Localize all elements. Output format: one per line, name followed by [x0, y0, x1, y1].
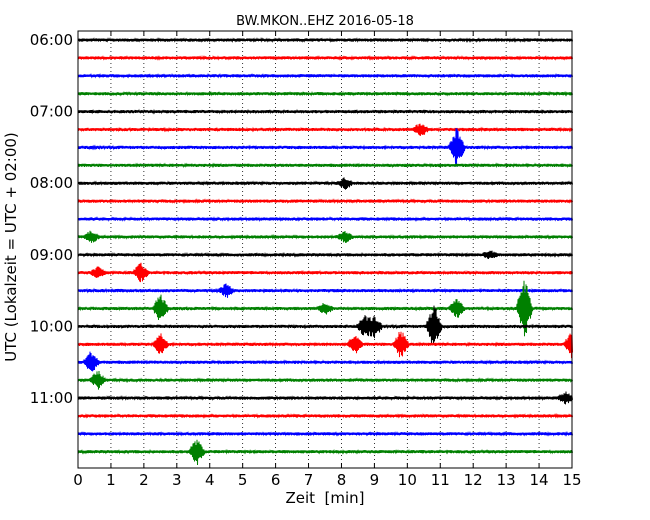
y-tick-label: 06:00 [30, 31, 73, 49]
seismic-trace [77, 370, 573, 390]
x-tick-label: 3 [172, 471, 182, 489]
seismic-trace [77, 215, 573, 223]
seismic-trace [77, 331, 573, 359]
chart-title: BW.MKON..EHZ 2016-05-18 [236, 14, 414, 29]
x-tick-label: 4 [205, 471, 215, 489]
seismic-trace [77, 128, 573, 167]
x-tick-label: 8 [337, 471, 347, 489]
y-tick-label: 08:00 [30, 174, 73, 192]
x-tick-label: 2 [139, 471, 149, 489]
x-tick-label: 6 [271, 471, 281, 489]
seismic-trace [77, 72, 573, 79]
seismic-trace [77, 162, 573, 169]
seismic-trace [77, 123, 573, 136]
seismic-trace [77, 283, 573, 298]
seismic-trace [77, 439, 573, 466]
seismic-trace [77, 305, 573, 344]
seismic-trace [77, 54, 573, 61]
seismic-trace [77, 108, 573, 115]
y-tick-label: 09:00 [30, 246, 73, 264]
seismic-trace [77, 37, 573, 43]
seismic-trace [77, 230, 573, 243]
x-tick-label: 10 [398, 471, 417, 489]
x-tick-label: 0 [73, 471, 83, 489]
y-tick-label: 11:00 [30, 389, 73, 407]
trace-group [77, 37, 573, 466]
x-tick-label: 9 [370, 471, 380, 489]
x-tick-label: 12 [464, 471, 483, 489]
x-axis-label: Zeit [min] [285, 489, 364, 507]
seismic-trace [77, 198, 573, 205]
seismic-trace [77, 250, 573, 260]
x-tick-label: 15 [562, 471, 581, 489]
y-tick-label: 07:00 [30, 103, 73, 121]
seismic-trace [77, 430, 573, 437]
x-tick-label: 7 [304, 471, 314, 489]
x-tick-label: 1 [106, 471, 116, 489]
seismic-trace [77, 90, 573, 97]
seismic-trace [77, 177, 573, 190]
x-tick-label: 14 [530, 471, 549, 489]
x-axis: 0 1 2 3 4 5 6 7 8 9 10 11 12 13 14 15 [73, 31, 582, 489]
seismic-trace [77, 412, 573, 419]
x-tick-label: 5 [238, 471, 248, 489]
grid-lines [110, 31, 540, 468]
x-tick-label: 13 [497, 471, 516, 489]
y-axis-label: UTC (Lokalzeit = UTC + 02:00) [2, 132, 20, 362]
y-axis: 06:00 07:00 08:00 09:00 10:00 11:00 [30, 31, 572, 407]
seismic-trace [77, 280, 573, 337]
seismic-trace [77, 391, 573, 405]
seismic-trace [77, 351, 573, 372]
seismic-trace [77, 262, 573, 283]
x-tick-label: 11 [431, 471, 450, 489]
plot-frame [77, 30, 573, 469]
y-tick-label: 10:00 [30, 317, 73, 335]
